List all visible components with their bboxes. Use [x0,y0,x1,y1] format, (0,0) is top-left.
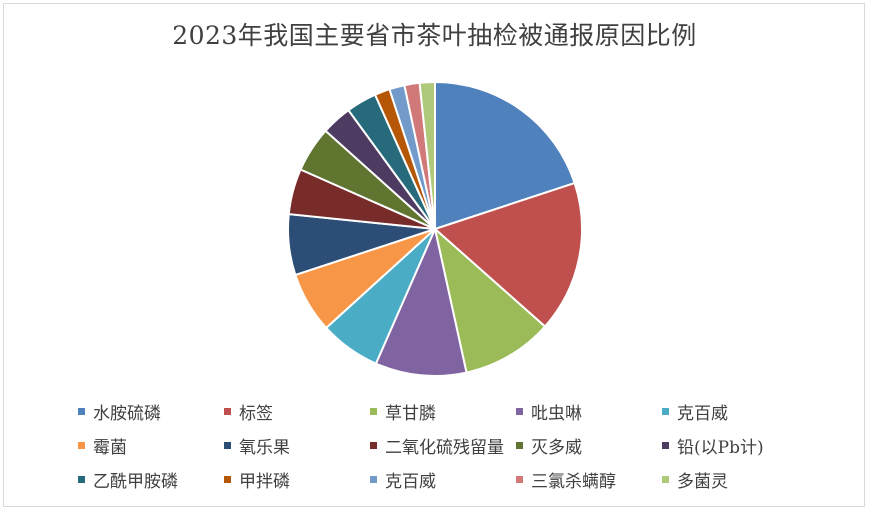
legend-item: 铅(以Pb计) [662,434,808,458]
legend-label: 铅(以Pb计) [677,438,764,458]
legend-swatch [370,442,377,449]
legend-label: 克百威 [677,404,728,424]
legend-item: 乙酰甲胺磷 [78,468,224,492]
legend-item: 克百威 [662,400,808,424]
legend-swatch [516,476,523,483]
legend-swatch [370,408,377,415]
legend-item: 克百威 [370,468,516,492]
legend-swatch [78,408,85,415]
legend-item: 多菌灵 [662,468,808,492]
legend-swatch [662,442,669,449]
legend-swatch [662,408,669,415]
legend-label: 吡虫啉 [531,404,582,424]
pie-slice [374,225,468,377]
legend-label: 标签 [239,404,273,424]
legend-swatch [516,408,523,415]
legend-swatch [78,442,85,449]
legend-swatch [224,476,231,483]
legend-label: 二氧化硫残留量 [385,438,504,458]
legend-swatch [224,442,231,449]
legend-item: 霉菌 [78,434,224,458]
legend-label: 水胺硫磷 [93,404,161,424]
legend-item: 水胺硫磷 [78,400,224,424]
legend-item: 三氯杀螨醇 [516,468,662,492]
legend-item: 吡虫啉 [516,400,662,424]
legend-swatch [370,476,377,483]
legend-item: 二氧化硫残留量 [370,434,516,458]
legend-item: 灭多威 [516,434,662,458]
legend-swatch [224,408,231,415]
legend-item: 甲拌磷 [224,468,370,492]
legend-label: 霉菌 [93,438,127,458]
legend-label: 多菌灵 [677,472,728,492]
pie-slice [434,80,576,231]
legend-label: 克百威 [385,472,436,492]
pie-slice [433,181,583,328]
legend-label: 氧乐果 [239,438,290,458]
legend-swatch [516,442,523,449]
pie-slice [433,226,547,374]
legend-swatch [78,476,85,483]
legend-item: 草甘膦 [370,400,516,424]
legend-swatch [662,476,669,483]
legend-label: 甲拌磷 [239,472,290,492]
chart-legend: 水胺硫磷 标签 草甘膦 吡虫啉 克百威 霉菌 氧乐果 二氧化硫残留量 灭多威 铅(以Pb计) 乙酰甲… [78,400,858,492]
pie-slice [418,80,436,230]
legend-label: 乙酰甲胺磷 [93,472,178,492]
legend-label: 灭多威 [531,438,582,458]
legend-label: 草甘膦 [385,404,436,424]
legend-label: 三氯杀螨醇 [531,472,616,492]
legend-item: 标签 [224,400,370,424]
legend-item: 氧乐果 [224,434,370,458]
chart-title: 2023年我国主要省市茶叶抽检被通报原因比例 [172,21,697,50]
